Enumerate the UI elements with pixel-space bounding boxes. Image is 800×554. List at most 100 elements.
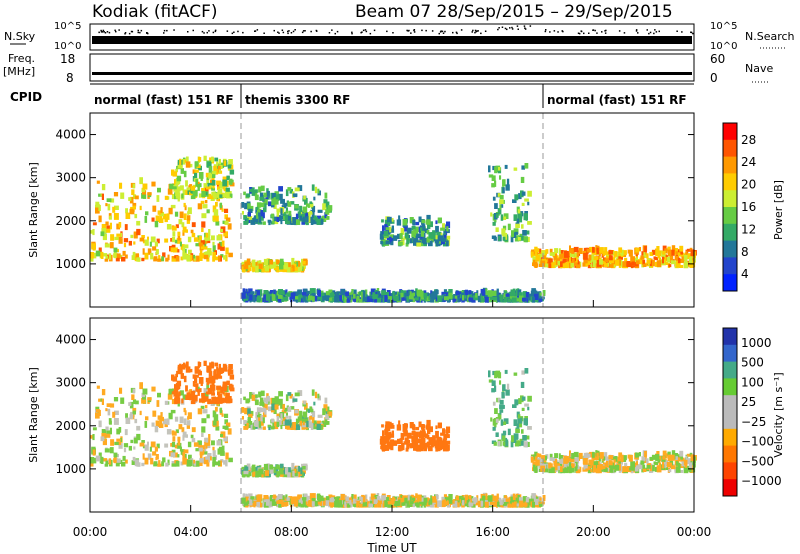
velocity-cell	[635, 452, 640, 458]
velocity-cell	[254, 399, 259, 406]
velocity-cell	[325, 414, 329, 420]
power-cell	[503, 213, 509, 219]
power-cell	[217, 243, 221, 250]
power-cell	[211, 191, 216, 198]
nsky-dot	[480, 32, 482, 35]
power-cell	[218, 241, 223, 249]
velocity-cell	[217, 391, 220, 395]
velocity-cell	[166, 429, 172, 435]
velocity-cell	[313, 401, 316, 406]
power-cell	[220, 181, 223, 189]
power-cell	[125, 208, 128, 214]
power-cell	[440, 298, 444, 302]
nsky-dot	[139, 31, 141, 34]
nsky-dot	[511, 28, 514, 30]
velocity-cell	[457, 496, 462, 503]
power-cell	[423, 242, 427, 247]
velocity-cbar-segment	[723, 412, 737, 430]
velocity-cell	[254, 500, 259, 507]
velocity-cell	[511, 502, 517, 508]
power-cell	[635, 260, 640, 265]
power-cell	[494, 180, 497, 187]
power-cell	[535, 298, 538, 303]
velocity-cell	[286, 497, 290, 501]
velocity-cell	[475, 497, 478, 503]
velocity-cell	[448, 494, 453, 501]
power-cell	[204, 236, 209, 241]
power-cell	[588, 254, 592, 261]
velocity-cell	[279, 463, 284, 470]
velocity-cell	[480, 500, 484, 507]
velocity-cell	[416, 494, 422, 502]
velocity-cell	[400, 432, 405, 440]
velocity-cell	[642, 464, 646, 470]
velocity-cell	[204, 392, 209, 399]
nsky-dot	[124, 32, 127, 34]
velocity-cell	[431, 437, 436, 445]
power-cell	[501, 216, 507, 220]
velocity-cbar-tick: 25	[741, 395, 756, 409]
velocity-cell	[385, 445, 390, 450]
power-cell	[255, 206, 259, 210]
power-cell	[628, 249, 633, 257]
velocity-cell	[206, 462, 210, 467]
power-cell	[599, 259, 603, 265]
power-cell	[407, 289, 411, 296]
power-cell	[285, 262, 289, 270]
power-cell	[139, 237, 145, 242]
power-cell	[314, 186, 318, 194]
power-cell	[213, 165, 217, 173]
velocity-cell	[197, 389, 200, 396]
velocity-cell	[510, 496, 515, 502]
velocity-cell	[90, 435, 93, 439]
power-cell	[351, 289, 354, 296]
velocity-cell	[282, 416, 287, 424]
velocity-cell	[498, 499, 503, 506]
velocity-cell	[493, 418, 498, 425]
velocity-cell	[147, 397, 152, 401]
velocity-cell	[689, 468, 692, 473]
velocity-cell	[124, 429, 128, 436]
power-cell	[260, 185, 265, 192]
power-cell	[464, 289, 468, 296]
power-cell	[149, 241, 152, 247]
velocity-cell	[206, 380, 210, 386]
power-cell	[207, 182, 212, 188]
velocity-cell	[588, 459, 592, 466]
velocity-cell	[308, 409, 314, 413]
velocity-cell	[438, 423, 442, 429]
power-cell	[302, 294, 306, 301]
power-cell	[173, 247, 178, 253]
velocity-cell	[155, 454, 159, 460]
velocity-cell	[159, 416, 164, 422]
power-cell	[586, 248, 591, 253]
power-cell	[496, 288, 499, 295]
power-cell	[543, 263, 549, 268]
velocity-cell	[412, 424, 416, 431]
nsky-dot	[452, 31, 454, 34]
x-axis-label: Time UT	[366, 541, 417, 554]
power-cell	[317, 188, 320, 194]
power-cell	[475, 292, 478, 298]
velocity-cell	[366, 501, 370, 508]
nsky-dot	[203, 32, 205, 34]
power-cell	[105, 221, 109, 226]
power-cell	[646, 253, 649, 259]
velocity-band-5	[488, 368, 532, 448]
power-cell	[255, 265, 259, 273]
power-cell	[190, 185, 196, 191]
velocity-cell	[387, 501, 392, 505]
nsky-dot	[231, 32, 234, 35]
velocity-cell	[181, 364, 186, 370]
velocity-cell	[657, 459, 661, 464]
velocity-cell	[587, 467, 592, 474]
velocity-cell	[571, 453, 575, 459]
power-cell	[285, 210, 289, 214]
velocity-cell	[196, 460, 200, 467]
nsky-dot	[147, 32, 149, 35]
velocity-cell	[409, 496, 412, 501]
velocity-cell	[225, 459, 228, 467]
power-cell	[178, 186, 181, 192]
power-cell	[254, 295, 259, 302]
